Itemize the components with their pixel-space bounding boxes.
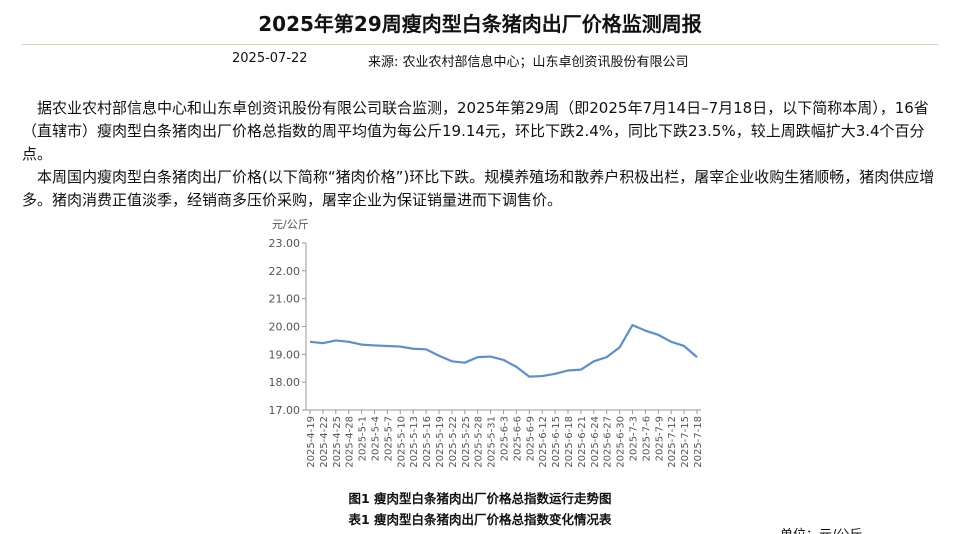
x-tick-label: 2025-6-24 [590, 416, 601, 468]
x-tick-label: 2025-6-9 [525, 416, 536, 461]
table-caption: 表1 瘦肉型白条猪肉出厂价格总指数变化情况表 [348, 512, 612, 527]
x-tick-label: 2025-4-25 [332, 416, 343, 468]
date: 2025-07-22 [232, 51, 308, 66]
price-line [309, 324, 698, 378]
x-tick-label: 2025-6-21 [577, 416, 588, 468]
x-tick-label: 2025-7-18 [693, 416, 704, 468]
x-tick-label: 2025-6-3 [500, 416, 511, 461]
title: 2025年第29周瘦肉型白条猪肉出厂价格监测周报 [258, 12, 702, 36]
x-tick-label: 2025-5-19 [435, 416, 446, 468]
x-tick-label: 2025-5-31 [487, 416, 498, 468]
divider [22, 44, 938, 45]
x-tick-label: 2025-6-27 [603, 416, 614, 468]
x-tick-label: 2025-7-3 [629, 416, 640, 461]
y-tick-label: 21.00 [269, 293, 301, 306]
x-tick-label: 2025-5-13 [409, 416, 420, 468]
y-tick-label: 20.00 [269, 321, 301, 334]
x-tick-label: 2025-5-10 [396, 416, 407, 468]
x-tick-label: 2025-7-9 [654, 416, 665, 461]
x-tick-label: 2025-5-16 [422, 416, 433, 468]
x-tick-label: 2025-4-22 [319, 416, 330, 468]
figure-caption: 图1 瘦肉型白条猪肉出厂价格总指数运行走势图 [348, 491, 612, 506]
x-tick-label: 2025-7-12 [667, 416, 678, 468]
x-tick-label: 2025-5-25 [461, 416, 472, 468]
y-tick-label: 17.00 [269, 404, 301, 417]
x-tick-label: 2025-4-19 [306, 416, 317, 468]
x-tick-label: 2025-7-6 [641, 416, 652, 461]
x-tick-label: 2025-5-4 [371, 416, 382, 461]
x-tick-label: 2025-5-22 [448, 416, 459, 468]
paragraph: 据农业农村部信息中心和山东卓创资讯股份有限公司联合监测，2025年第29周（即2… [22, 99, 929, 163]
x-tick-label: 2025-6-12 [538, 416, 549, 468]
x-tick-label: 2025-6-30 [616, 416, 627, 468]
y-tick-label: 18.00 [269, 376, 301, 389]
source: 来源: 农业农村部信息中心；山东卓创资讯股份有限公司 [368, 55, 689, 70]
y-axis-label: 元/公斤 [272, 218, 309, 231]
x-tick-label: 2025-6-15 [551, 416, 562, 468]
x-tick-label: 2025-6-6 [512, 416, 523, 461]
y-tick-label: 22.00 [269, 265, 301, 278]
paragraph: 本周国内瘦肉型白条猪肉出厂价格(以下简称“猪肉价格”)环比下跌。规模养殖场和散养… [22, 168, 935, 209]
x-tick-label: 2025-5-28 [474, 416, 485, 468]
unit-note: 单位：元/公斤 [780, 524, 862, 534]
x-tick-label: 2025-7-15 [680, 416, 691, 468]
x-tick-label: 2025-6-18 [564, 416, 575, 468]
x-tick-label: 2025-5-1 [358, 416, 369, 461]
x-tick-label: 2025-4-28 [345, 416, 356, 468]
y-tick-label: 23.00 [269, 237, 301, 250]
x-tick-label: 2025-5-7 [383, 416, 394, 461]
y-tick-label: 19.00 [269, 348, 301, 361]
